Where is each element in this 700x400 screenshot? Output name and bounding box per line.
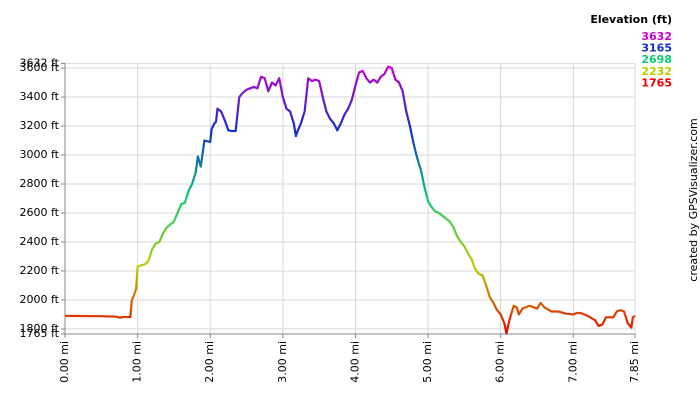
y-tick-label: 2400 ft — [20, 235, 60, 248]
legend-value: 3165 — [641, 42, 672, 55]
x-tick-label: 6.00 mi — [494, 341, 507, 383]
y-tick-label: 3000 ft — [20, 148, 60, 161]
x-tick-label: 7.85 mi — [628, 341, 641, 383]
legend-value: 1765 — [641, 76, 672, 89]
y-tick-label: 3600 ft — [20, 61, 60, 74]
y-tick-label: 3400 ft — [20, 90, 60, 103]
x-tick-label: 2.00 mi — [203, 341, 216, 383]
legend-value: 2232 — [641, 65, 672, 78]
x-tick-label: 0.00 mi — [58, 341, 71, 383]
x-tick-label: 3.00 mi — [276, 341, 289, 383]
legend-title: Elevation (ft) — [590, 13, 672, 26]
y-tick-label: 1765 ft — [20, 327, 60, 340]
x-tick-label: 7.00 mi — [566, 341, 579, 383]
y-tick-label: 1800 ft — [20, 322, 60, 335]
x-tick-label: 4.00 mi — [348, 341, 361, 383]
y-tick-label: 2800 ft — [20, 177, 60, 190]
y-tick-label: 2200 ft — [20, 264, 60, 277]
credit: created by GPSVisualizer.com — [687, 118, 700, 281]
x-tick-label: 5.00 mi — [421, 341, 434, 383]
legend-value: 2698 — [641, 53, 672, 66]
y-tick-label: 2000 ft — [20, 293, 60, 306]
elevation-line — [64, 65, 636, 335]
x-tick-label: 1.00 mi — [131, 341, 144, 383]
y-tick-label: 3632 ft — [20, 56, 60, 69]
y-tick-label: 2600 ft — [20, 206, 60, 219]
y-tick-label: 3200 ft — [20, 119, 60, 132]
legend-value: 3632 — [641, 30, 672, 43]
